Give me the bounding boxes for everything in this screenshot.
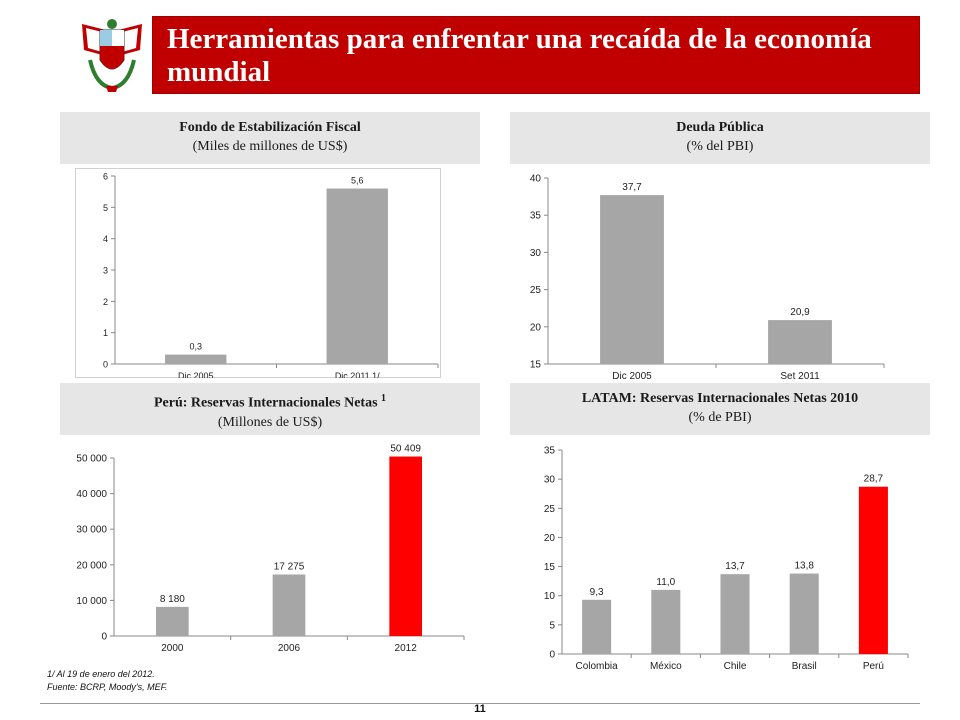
data-label: 17 275 — [274, 562, 305, 573]
bar-m-xico — [651, 589, 681, 654]
latam-chart-svg: 0 5 10 15 20 25 30 35 9,3 Colombia 11,0 México 13,7 C… — [544, 446, 909, 672]
footnote-date: 1/ Al 19 de enero del 2012. — [47, 669, 155, 679]
y-tick-label: 30 — [530, 248, 542, 259]
bar-per- — [858, 486, 888, 654]
x-tick-label: Colombia — [575, 661, 618, 672]
x-tick-label: Dic 2005 — [612, 371, 652, 380]
bar-dic-2005 — [165, 354, 227, 364]
peru-coat-of-arms-logo — [76, 16, 148, 92]
x-tick-label: Dic 2011 1/ — [335, 371, 380, 378]
fef-chart-subtitle: (Miles de millones de US$) — [192, 139, 348, 154]
deuda-chart-title: Deuda Pública — [676, 120, 764, 135]
y-tick-label: 2 — [103, 297, 108, 307]
rin-chart-footnote-marker: 1 — [381, 393, 387, 404]
rin-chart-title: Perú: Reservas Internacionales Netas — [153, 395, 378, 411]
bar-2012 — [389, 456, 422, 636]
bar-colombia — [582, 599, 612, 654]
rin-bar-chart: 0 10 000 20 000 30 000 40 000 50 000 8 180 2000… — [44, 440, 476, 664]
rin-chart-title-line: Perú: Reservas Internacionales Netas 1 — [60, 389, 480, 413]
y-tick-label: 40 — [530, 174, 542, 185]
data-label: 5,6 — [351, 176, 364, 186]
y-tick-label: 6 — [103, 172, 108, 182]
data-label: 28,7 — [864, 474, 884, 485]
y-tick-label: 5 — [549, 620, 555, 631]
y-tick-label: 35 — [544, 446, 556, 457]
y-tick-label: 30 — [544, 475, 556, 486]
y-tick-label: 10 — [544, 591, 556, 602]
footer-divider — [40, 703, 920, 704]
y-tick-label: 20 — [544, 533, 556, 544]
y-tick-label: 1 — [103, 328, 108, 338]
bar-dic-2005 — [600, 195, 664, 364]
y-tick-label: 4 — [103, 234, 108, 244]
x-tick-label: 2006 — [278, 643, 301, 654]
bar-set-2011 — [768, 320, 832, 364]
data-label: 20,9 — [790, 307, 810, 318]
fef-chart-svg: 0 1 2 3 4 5 6 0,3 Dic 2005 5,6 Dic 2011 1/ — [75, 168, 441, 378]
latam-chart-header: LATAM: Reservas Internacionales Netas 20… — [510, 383, 930, 435]
bar-2000 — [156, 606, 189, 636]
x-tick-label: México — [650, 661, 682, 672]
y-tick-label: 15 — [530, 360, 542, 371]
x-tick-label: Chile — [724, 661, 747, 672]
data-label: 50 409 — [390, 444, 421, 455]
bar-dic-2011-1- — [326, 188, 388, 364]
deuda-chart-header: Deuda Pública (% del PBI) — [510, 112, 930, 164]
bar-brasil — [789, 573, 819, 654]
x-tick-label: Set 2011 — [780, 371, 820, 380]
page-number: 11 — [474, 703, 486, 715]
rin-chart-header: Perú: Reservas Internacionales Netas 1 (… — [60, 383, 480, 435]
x-tick-label: Perú — [863, 661, 884, 672]
deuda-chart-svg: 15 20 25 30 35 40 37,7 Dic 2005 20,9 Set 2011 — [530, 174, 885, 380]
x-tick-label: Dic 2005 — [178, 371, 214, 378]
latam-bar-chart: 0 5 10 15 20 25 30 35 9,3 Colombia 11,0 México 13,7 C… — [524, 440, 920, 684]
rin-chart-svg: 0 10 000 20 000 30 000 40 000 50 000 8 180 2000… — [76, 444, 465, 654]
chart-border — [75, 168, 441, 378]
data-label: 37,7 — [622, 182, 642, 193]
y-tick-label: 0 — [103, 360, 108, 370]
data-label: 13,8 — [794, 561, 814, 572]
fef-chart-header: Fondo de Estabilización Fiscal (Miles de… — [60, 112, 480, 164]
bar-chile — [720, 574, 750, 654]
y-tick-label: 50 000 — [76, 454, 107, 465]
title-banner: Herramientas para enfrentar una recaída … — [152, 16, 920, 94]
y-tick-label: 5 — [103, 203, 108, 213]
y-tick-label: 40 000 — [76, 489, 107, 500]
y-tick-label: 30 000 — [76, 525, 107, 536]
y-tick-label: 25 — [530, 285, 542, 296]
footnote-source: Fuente: BCRP, Moody's, MEF. — [47, 682, 168, 692]
data-label: 9,3 — [590, 587, 604, 598]
y-tick-label: 3 — [103, 266, 108, 276]
rin-chart-subtitle: (Millones de US$) — [217, 414, 323, 430]
data-label: 8 180 — [160, 594, 185, 605]
x-tick-label: Brasil — [792, 661, 817, 672]
data-label: 11,0 — [656, 577, 675, 588]
deuda-bar-chart: 15 20 25 30 35 40 37,7 Dic 2005 20,9 Set 2011 — [508, 168, 900, 380]
footnotes: 1/ Al 19 de enero del 2012. Fuente: BCRP… — [47, 668, 167, 694]
y-tick-label: 35 — [530, 211, 542, 222]
x-tick-label: 2000 — [161, 643, 184, 654]
fef-chart-title: Fondo de Estabilización Fiscal — [179, 120, 361, 135]
y-tick-label: 20 000 — [76, 560, 107, 571]
y-tick-label: 20 — [530, 322, 542, 333]
y-tick-label: 10 000 — [76, 596, 107, 607]
deuda-chart-subtitle: (% del PBI) — [686, 139, 754, 154]
latam-chart-subtitle: (% de PBI) — [688, 410, 752, 425]
y-tick-label: 0 — [549, 650, 555, 661]
x-tick-label: 2012 — [395, 643, 418, 654]
data-label: 0,3 — [189, 342, 202, 352]
data-label: 13,7 — [725, 561, 745, 572]
y-tick-label: 0 — [101, 632, 107, 643]
y-tick-label: 15 — [544, 562, 556, 573]
fef-bar-chart: 0 1 2 3 4 5 6 0,3 Dic 2005 5,6 Dic 2011 1/ — [75, 168, 441, 378]
y-tick-label: 25 — [544, 504, 556, 515]
latam-chart-title: LATAM: Reservas Internacionales Netas 20… — [581, 391, 859, 406]
page-title: Herramientas para enfrentar una recaída … — [167, 23, 872, 88]
bar-2006 — [272, 574, 306, 636]
